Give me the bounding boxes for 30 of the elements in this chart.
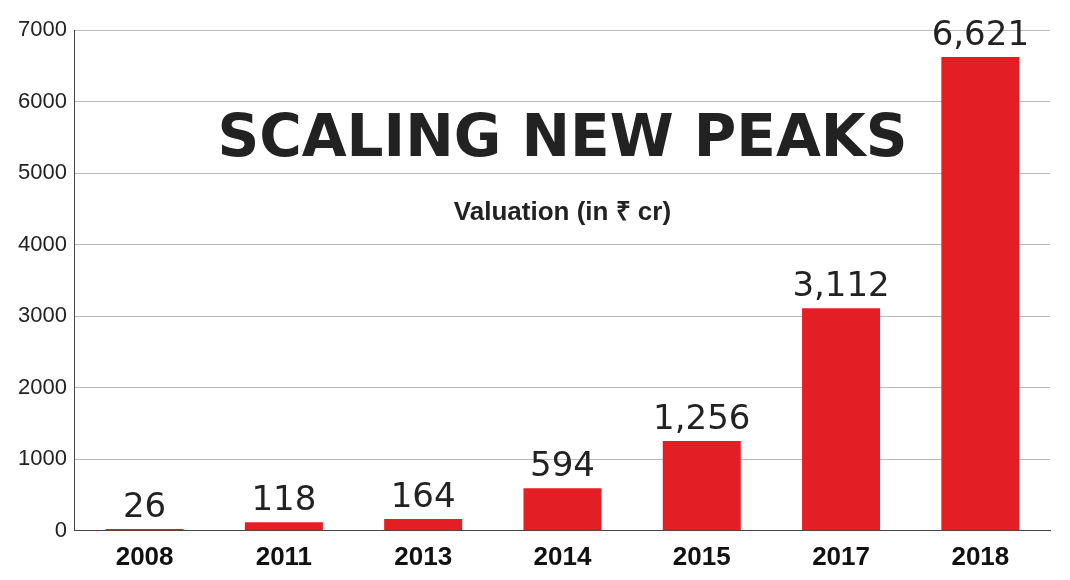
y-tick-label: 6000 <box>17 87 67 113</box>
bar <box>384 519 463 531</box>
y-tick-label: 2000 <box>17 373 67 399</box>
bar <box>941 57 1020 531</box>
x-tick-label: 2008 <box>115 540 174 571</box>
y-tick-label: 5000 <box>17 159 67 185</box>
bar <box>244 522 323 531</box>
bar <box>523 488 602 531</box>
y-tick-label: 1000 <box>17 445 67 471</box>
data-label: 6,621 <box>931 12 1030 53</box>
x-tick-label: 2013 <box>394 540 453 571</box>
data-label: 1,256 <box>653 396 751 437</box>
y-tick-label: 0 <box>54 516 67 542</box>
x-tick-label: 2011 <box>255 540 313 571</box>
data-label: 164 <box>390 474 456 515</box>
y-tick-label: 4000 <box>17 230 67 256</box>
data-label: 594 <box>530 444 595 485</box>
y-tick-label: 3000 <box>17 302 67 328</box>
text: Valuation (in ₹ cr) <box>453 195 672 226</box>
x-tick-label: 2014 <box>533 540 592 571</box>
data-label: 3,112 <box>792 263 890 304</box>
bar <box>662 440 741 531</box>
bar <box>802 308 881 531</box>
x-tick-label: 2017 <box>812 540 870 571</box>
data-label: 26 <box>122 484 167 525</box>
x-tick-label: 2018 <box>951 540 1010 571</box>
data-label: 118 <box>251 478 317 519</box>
y-tick-label: 7000 <box>17 16 67 42</box>
x-tick-label: 2015 <box>672 540 731 571</box>
text: SCALING NEW PEAKS <box>217 101 908 170</box>
